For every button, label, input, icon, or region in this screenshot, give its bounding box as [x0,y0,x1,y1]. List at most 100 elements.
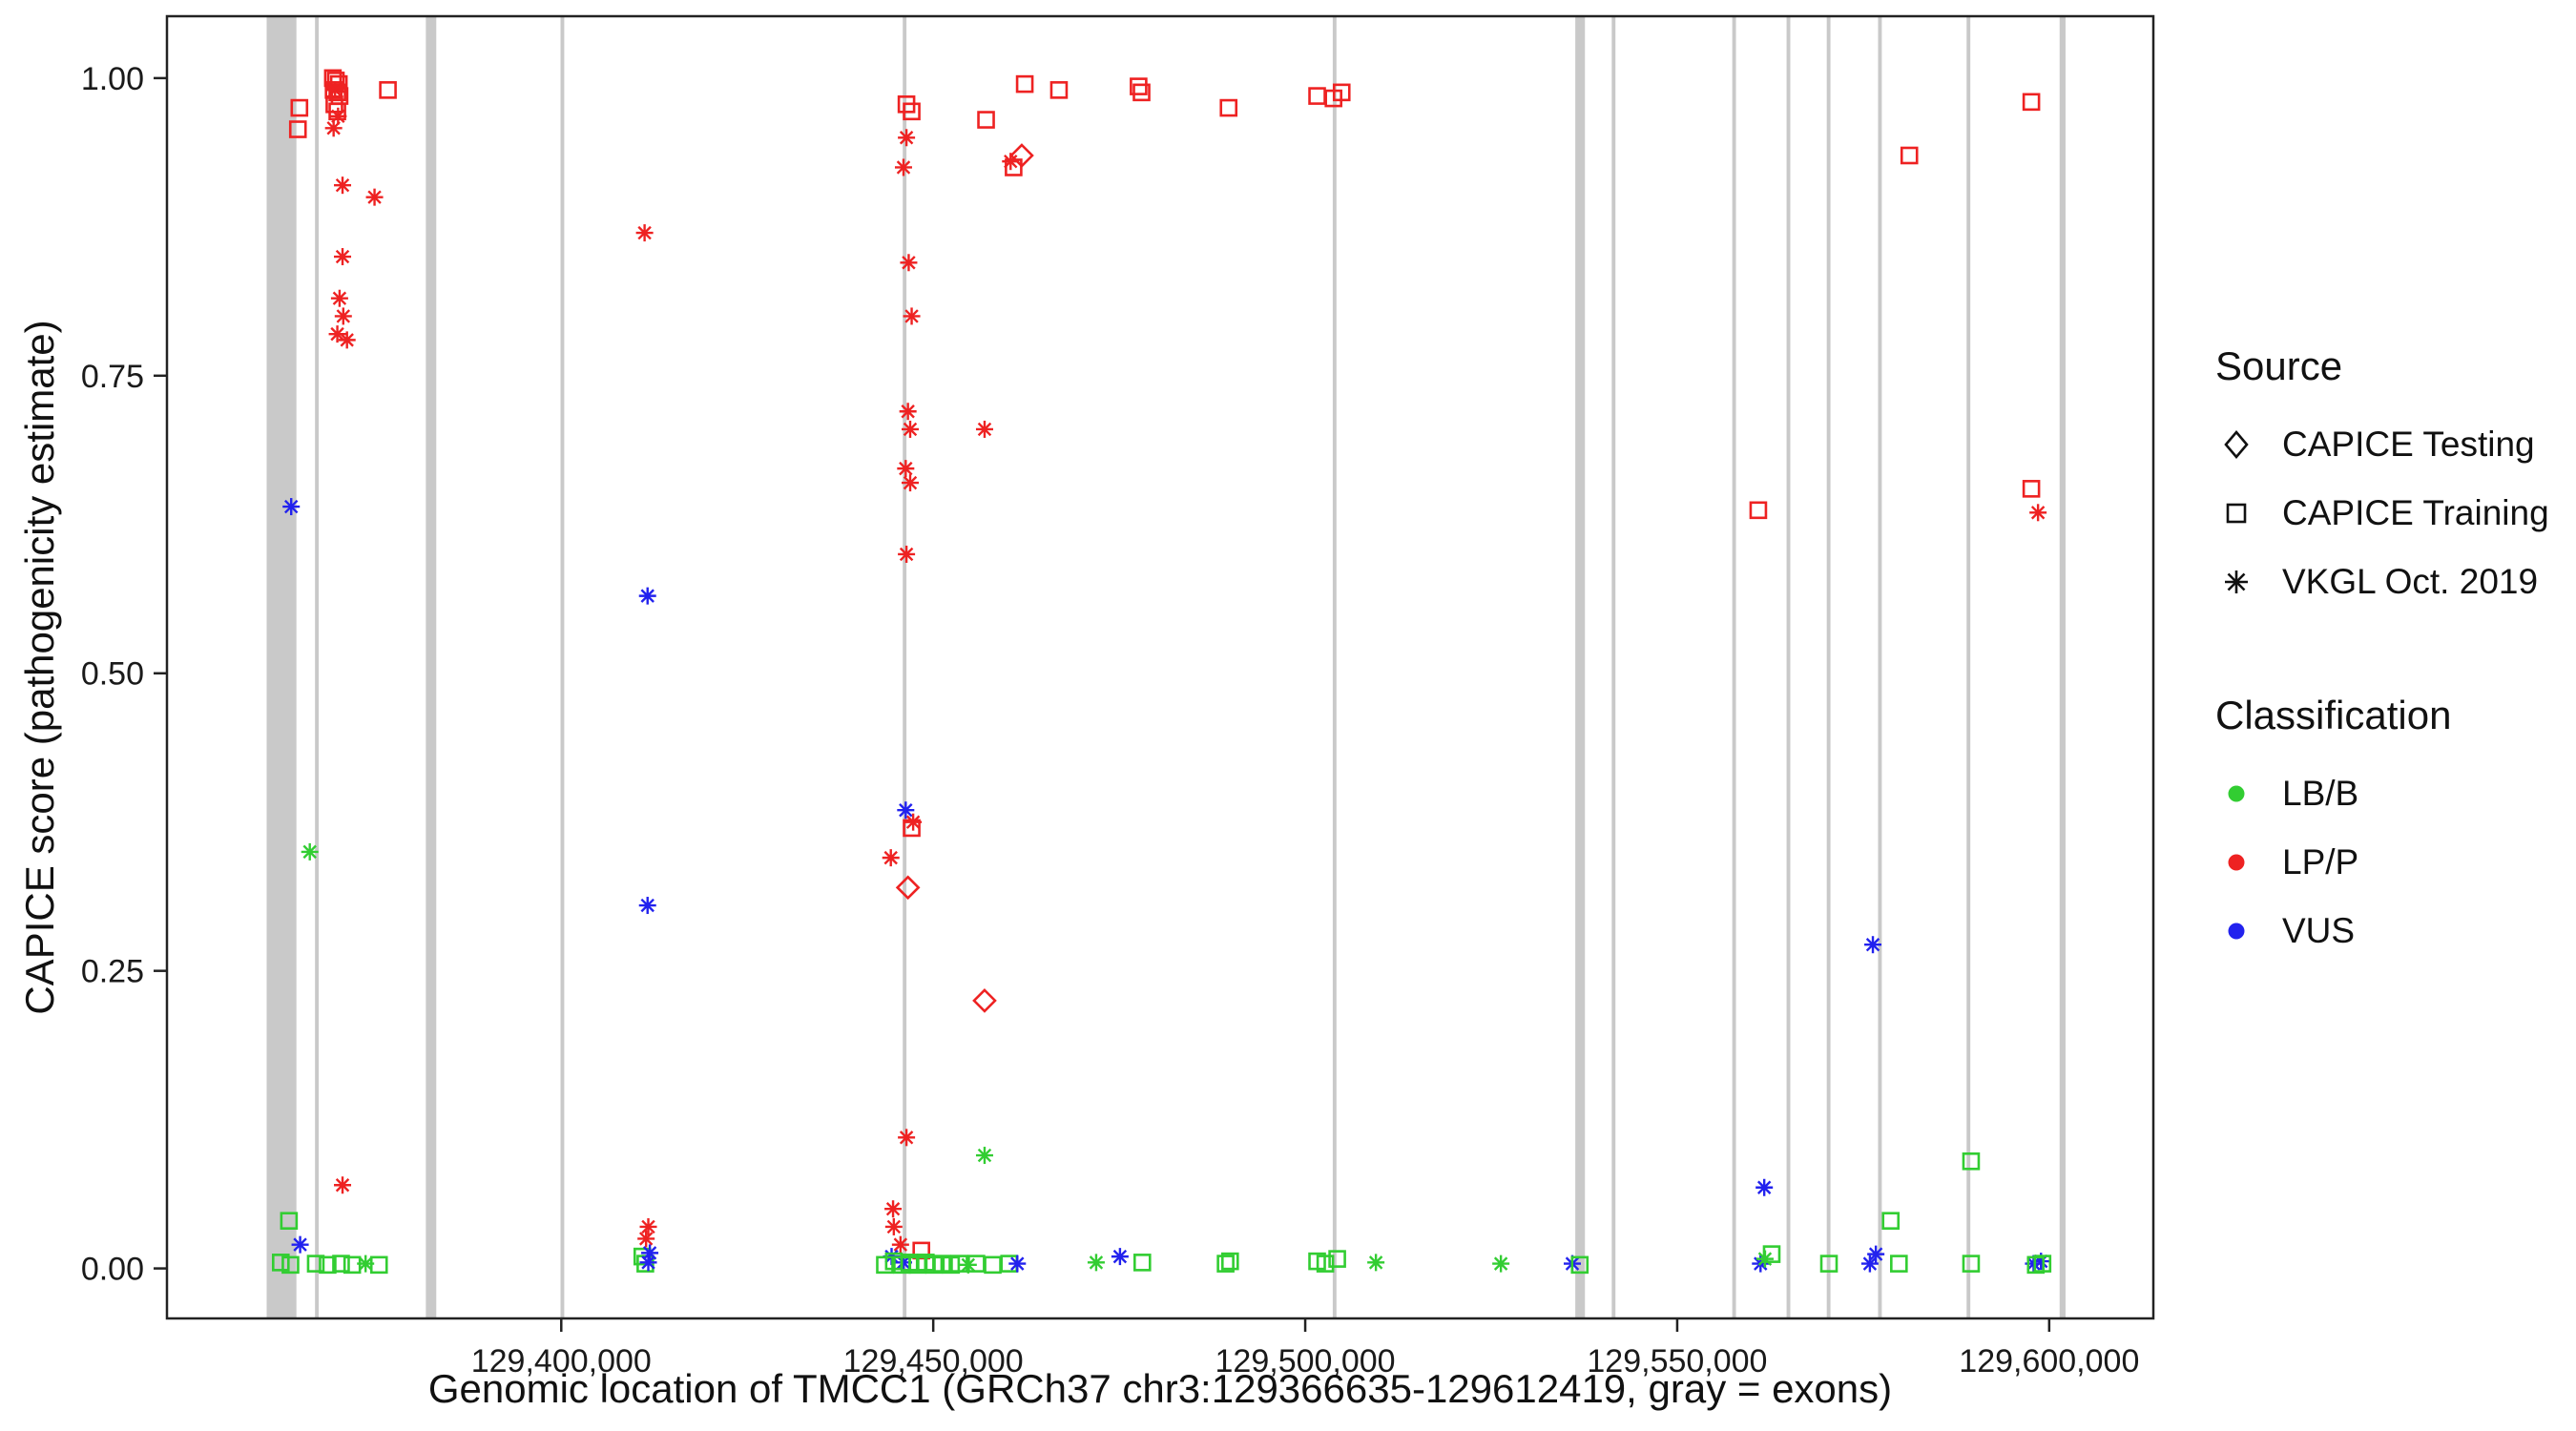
exon-bar [315,16,320,1318]
data-point-square [280,1212,299,1230]
data-point-asterisk [1367,1254,1385,1272]
data-point-square [272,1254,290,1272]
data-point-asterisk [1755,1178,1774,1196]
x-tick-label: 129,500,000 [1215,1343,1396,1379]
data-point-asterisk [638,587,656,605]
blue-dot-icon [2215,910,2257,952]
data-point-asterisk [884,1200,903,1218]
legend-label: VUS [2282,911,2356,950]
legend-source-group: Source CAPICE Testing CAPICE Training [2215,343,2549,616]
data-point-asterisk [975,1147,993,1165]
data-point-asterisk [291,1235,309,1254]
legend-classification-title: Classification [2215,693,2452,737]
x-tick-label: 129,550,000 [1587,1343,1767,1379]
data-point-asterisk [1087,1254,1105,1272]
data-point-asterisk [330,289,348,307]
x-axis-title: Genomic location of TMCC1 (GRCh37 chr3:1… [427,1366,1893,1411]
red-dot-icon [2215,841,2257,883]
x-tick-label: 129,400,000 [471,1343,652,1379]
data-point-asterisk [898,1129,916,1147]
data-point-asterisk [901,474,919,492]
data-point-square [2022,480,2041,498]
data-point-asterisk [637,1230,655,1248]
exon-bar [903,16,907,1318]
exon-bar [1966,16,1971,1318]
panel-border [165,14,2155,1320]
data-point-square [290,98,309,117]
data-point-asterisk [894,158,912,176]
data-point-asterisk [635,224,654,242]
y-tick-label: 0.00 [81,1252,144,1288]
data-point-square [903,819,921,838]
data-point-square [1328,1250,1346,1268]
green-dot-icon [2215,773,2257,815]
data-point-asterisk [324,119,343,137]
legend-label: CAPICE Testing [2282,425,2535,464]
data-point-square [1881,1212,1901,1230]
data-point-asterisk [898,545,916,563]
legend-item-lbb: LB/B [2215,759,2549,828]
data-point-asterisk [365,188,384,206]
data-point-square [933,1255,951,1273]
exon-bar [1332,16,1337,1318]
exon-bar [1611,16,1616,1318]
data-point-asterisk [897,460,915,478]
data-point-asterisk [882,849,900,867]
data-point-square [2033,1255,2052,1273]
square-icon [2215,492,2257,534]
data-point-square [369,1255,388,1275]
data-point-asterisk [328,325,346,343]
data-point-square [1749,501,1768,520]
data-point-asterisk [301,842,319,861]
exon-bar [2059,16,2066,1318]
data-point-asterisk [641,1244,659,1262]
data-point-square [1316,1255,1335,1273]
legend-classification-group: Classification LB/B LP/P [2215,693,2549,965]
exon-bar [266,16,297,1318]
data-point-asterisk [1008,1255,1027,1273]
y-tick-label: 0.75 [81,359,144,395]
data-point-square [1216,1255,1235,1273]
data-point-square [319,1255,337,1275]
data-point-square [1219,98,1238,117]
data-point-asterisk [901,420,919,438]
y-tick-label: 1.00 [81,61,144,97]
data-point-asterisk [639,1217,657,1235]
data-point-square [343,1255,362,1275]
data-point-square [876,1255,894,1275]
data-point-square [1762,1245,1781,1263]
data-point-asterisk [326,81,344,99]
data-point-square [332,1255,350,1273]
exon-bar [1732,16,1736,1318]
exon-bar [560,16,565,1318]
data-point-asterisk [638,897,656,915]
data-point-square [1132,1254,1152,1272]
x-tick-label: 129,600,000 [1959,1343,2139,1379]
data-point-asterisk [898,129,916,147]
exon-bar [1878,16,1882,1318]
legend-item-vkgl: VKGL Oct. 2019 [2215,548,2549,616]
y-tick-label: 0.50 [81,656,144,693]
data-point-asterisk [891,1235,909,1254]
data-point-diamond [972,988,997,1013]
data-point-asterisk [1867,1245,1885,1263]
data-point-asterisk [897,801,915,819]
data-point-square [1220,1252,1239,1271]
legend-label: VKGL Oct. 2019 [2282,562,2539,601]
data-point-asterisk [334,307,352,325]
data-point-asterisk [2029,504,2047,522]
data-point-diamond [895,875,921,901]
legend-item-capice-training: CAPICE Training [2215,479,2549,548]
data-point-asterisk [338,331,356,349]
data-point-square [379,81,397,99]
data-point-square [1819,1255,1839,1273]
data-point-square [328,83,346,102]
data-point-square [1900,146,1919,165]
y-tick-label: 0.25 [81,954,144,990]
data-point-asterisk [1111,1248,1129,1266]
data-point-square [1015,74,1034,93]
data-point-asterisk [899,403,917,421]
data-point-square [281,1255,300,1275]
data-point-asterisk [334,1176,352,1194]
